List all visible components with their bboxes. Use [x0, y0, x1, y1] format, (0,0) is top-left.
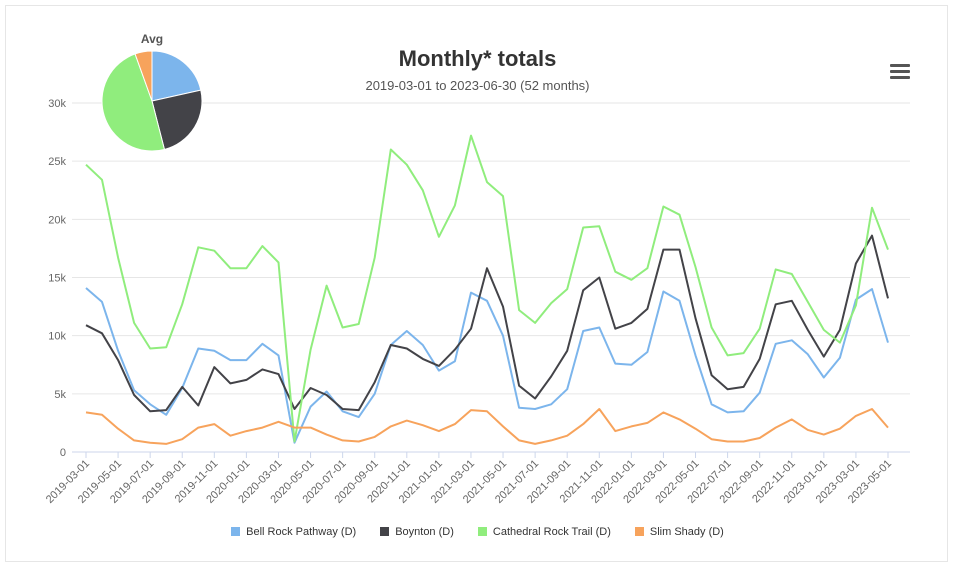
legend-swatch	[380, 527, 390, 536]
pie-title: Avg	[140, 32, 164, 46]
legend-swatch	[231, 527, 241, 536]
chart-subtitle: 2019-03-01 to 2023-06-30 (52 months)	[365, 78, 590, 93]
pie-slice-cathedral-rock-trail-d	[101, 53, 166, 152]
y-tick-label: 0	[60, 447, 66, 459]
legend-item[interactable]: Boynton (D)	[380, 526, 454, 538]
legend-label: Slim Shady (D)	[649, 526, 724, 538]
y-tick-label: 5k	[54, 389, 66, 401]
series-line-slim-shady-d	[85, 408, 889, 445]
series-line-cathedral-rock-trail-d	[85, 134, 889, 443]
y-tick-label: 10k	[48, 331, 66, 343]
y-tick-label: 20k	[48, 214, 66, 226]
pie-slice-boynton-d	[151, 89, 203, 151]
y-tick-label: 30k	[48, 98, 66, 110]
pie-slice-slim-shady-d	[134, 50, 153, 102]
legend-label: Bell Rock Pathway (D)	[246, 526, 357, 538]
hamburger-menu-icon[interactable]	[890, 64, 910, 80]
legend-swatch	[477, 527, 487, 536]
legend-label: Cathedral Rock Trail (D)	[492, 526, 611, 538]
pie-slice-bell-rock-pathway-d	[151, 50, 202, 102]
chart-title: Monthly* totals	[398, 46, 557, 71]
legend-item[interactable]: Cathedral Rock Trail (D)	[477, 526, 611, 538]
legend-label: Boynton (D)	[395, 526, 454, 538]
series-line-bell-rock-pathway-d	[85, 287, 889, 444]
legend: Bell Rock Pathway (D) Boynton (D) Cathedra…	[0, 526, 955, 538]
y-tick-label: 25k	[48, 156, 66, 168]
legend-item[interactable]: Slim Shady (D)	[634, 526, 724, 538]
legend-item[interactable]: Bell Rock Pathway (D)	[231, 526, 356, 538]
y-tick-label: 15k	[48, 273, 66, 285]
legend-swatch	[634, 527, 644, 536]
series-line-boynton-d	[85, 234, 889, 413]
